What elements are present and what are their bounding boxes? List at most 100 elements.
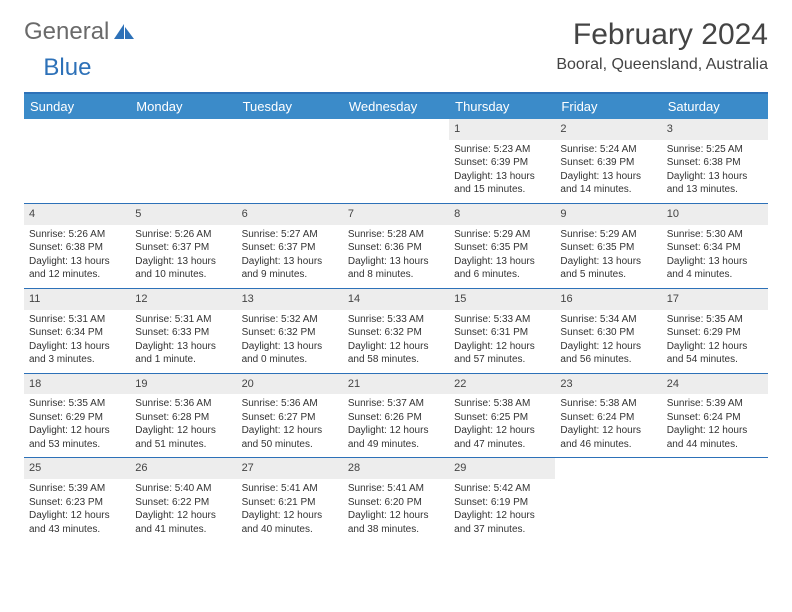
day-number: 11 xyxy=(24,289,130,310)
sunrise-text: Sunrise: 5:27 AM xyxy=(242,228,338,242)
logo-text-2: Blue xyxy=(43,54,91,82)
day-number: 17 xyxy=(662,289,768,310)
daylight-text: Daylight: 12 hours and 40 minutes. xyxy=(242,509,338,536)
day-number: 21 xyxy=(343,374,449,395)
day-number: 28 xyxy=(343,458,449,479)
sunset-text: Sunset: 6:34 PM xyxy=(29,326,125,340)
day-name: Thursday xyxy=(449,94,555,119)
day-details: Sunrise: 5:38 AMSunset: 6:24 PMDaylight:… xyxy=(555,394,661,457)
sunset-text: Sunset: 6:39 PM xyxy=(454,156,550,170)
sunset-text: Sunset: 6:39 PM xyxy=(560,156,656,170)
day-name: Sunday xyxy=(24,94,130,119)
day-name: Tuesday xyxy=(237,94,343,119)
calendar-cell: 19Sunrise: 5:36 AMSunset: 6:28 PMDayligh… xyxy=(130,374,236,458)
calendar-cell: 20Sunrise: 5:36 AMSunset: 6:27 PMDayligh… xyxy=(237,374,343,458)
logo: General xyxy=(24,18,137,46)
daylight-text: Daylight: 12 hours and 38 minutes. xyxy=(348,509,444,536)
sunset-text: Sunset: 6:29 PM xyxy=(29,411,125,425)
daylight-text: Daylight: 13 hours and 0 minutes. xyxy=(242,340,338,367)
day-details: Sunrise: 5:39 AMSunset: 6:23 PMDaylight:… xyxy=(24,479,130,542)
sunrise-text: Sunrise: 5:38 AM xyxy=(560,397,656,411)
day-number: 5 xyxy=(130,204,236,225)
sunrise-text: Sunrise: 5:33 AM xyxy=(454,313,550,327)
day-details: Sunrise: 5:29 AMSunset: 6:35 PMDaylight:… xyxy=(449,225,555,288)
daylight-text: Daylight: 13 hours and 10 minutes. xyxy=(135,255,231,282)
daylight-text: Daylight: 12 hours and 44 minutes. xyxy=(667,424,763,451)
calendar-week: 1Sunrise: 5:23 AMSunset: 6:39 PMDaylight… xyxy=(24,119,768,204)
daylight-text: Daylight: 13 hours and 1 minute. xyxy=(135,340,231,367)
daylight-text: Daylight: 13 hours and 4 minutes. xyxy=(667,255,763,282)
daylight-text: Daylight: 12 hours and 53 minutes. xyxy=(29,424,125,451)
sunset-text: Sunset: 6:20 PM xyxy=(348,496,444,510)
calendar-week: 18Sunrise: 5:35 AMSunset: 6:29 PMDayligh… xyxy=(24,374,768,459)
day-details: Sunrise: 5:33 AMSunset: 6:31 PMDaylight:… xyxy=(449,310,555,373)
day-number: 25 xyxy=(24,458,130,479)
day-number xyxy=(343,119,449,140)
daylight-text: Daylight: 12 hours and 54 minutes. xyxy=(667,340,763,367)
day-number: 26 xyxy=(130,458,236,479)
title-block: February 2024 Booral, Queensland, Austra… xyxy=(556,18,768,74)
calendar-cell: 12Sunrise: 5:31 AMSunset: 6:33 PMDayligh… xyxy=(130,289,236,373)
day-details: Sunrise: 5:33 AMSunset: 6:32 PMDaylight:… xyxy=(343,310,449,373)
calendar-cell: 9Sunrise: 5:29 AMSunset: 6:35 PMDaylight… xyxy=(555,204,661,288)
calendar-cell: 24Sunrise: 5:39 AMSunset: 6:24 PMDayligh… xyxy=(662,374,768,458)
day-details: Sunrise: 5:31 AMSunset: 6:34 PMDaylight:… xyxy=(24,310,130,373)
sunset-text: Sunset: 6:27 PM xyxy=(242,411,338,425)
calendar-cell: 11Sunrise: 5:31 AMSunset: 6:34 PMDayligh… xyxy=(24,289,130,373)
sunset-text: Sunset: 6:31 PM xyxy=(454,326,550,340)
day-details: Sunrise: 5:29 AMSunset: 6:35 PMDaylight:… xyxy=(555,225,661,288)
day-details: Sunrise: 5:30 AMSunset: 6:34 PMDaylight:… xyxy=(662,225,768,288)
sunset-text: Sunset: 6:30 PM xyxy=(560,326,656,340)
sunrise-text: Sunrise: 5:36 AM xyxy=(242,397,338,411)
sunset-text: Sunset: 6:38 PM xyxy=(29,241,125,255)
sunset-text: Sunset: 6:29 PM xyxy=(667,326,763,340)
month-title: February 2024 xyxy=(556,18,768,52)
day-details: Sunrise: 5:35 AMSunset: 6:29 PMDaylight:… xyxy=(662,310,768,373)
day-number: 10 xyxy=(662,204,768,225)
day-number: 12 xyxy=(130,289,236,310)
calendar-cell: 7Sunrise: 5:28 AMSunset: 6:36 PMDaylight… xyxy=(343,204,449,288)
daylight-text: Daylight: 13 hours and 9 minutes. xyxy=(242,255,338,282)
day-details: Sunrise: 5:26 AMSunset: 6:37 PMDaylight:… xyxy=(130,225,236,288)
day-name: Saturday xyxy=(662,94,768,119)
calendar-cell: 26Sunrise: 5:40 AMSunset: 6:22 PMDayligh… xyxy=(130,458,236,542)
day-number: 4 xyxy=(24,204,130,225)
day-number: 18 xyxy=(24,374,130,395)
daylight-text: Daylight: 12 hours and 51 minutes. xyxy=(135,424,231,451)
daylight-text: Daylight: 13 hours and 6 minutes. xyxy=(454,255,550,282)
day-number: 19 xyxy=(130,374,236,395)
day-number xyxy=(130,119,236,140)
sunset-text: Sunset: 6:23 PM xyxy=(29,496,125,510)
calendar-week: 4Sunrise: 5:26 AMSunset: 6:38 PMDaylight… xyxy=(24,204,768,289)
day-details: Sunrise: 5:35 AMSunset: 6:29 PMDaylight:… xyxy=(24,394,130,457)
sunset-text: Sunset: 6:21 PM xyxy=(242,496,338,510)
daylight-text: Daylight: 13 hours and 8 minutes. xyxy=(348,255,444,282)
sunset-text: Sunset: 6:35 PM xyxy=(454,241,550,255)
day-details: Sunrise: 5:23 AMSunset: 6:39 PMDaylight:… xyxy=(449,140,555,203)
daylight-text: Daylight: 13 hours and 14 minutes. xyxy=(560,170,656,197)
sunrise-text: Sunrise: 5:28 AM xyxy=(348,228,444,242)
day-details: Sunrise: 5:34 AMSunset: 6:30 PMDaylight:… xyxy=(555,310,661,373)
daylight-text: Daylight: 12 hours and 37 minutes. xyxy=(454,509,550,536)
daylight-text: Daylight: 13 hours and 12 minutes. xyxy=(29,255,125,282)
sunrise-text: Sunrise: 5:42 AM xyxy=(454,482,550,496)
sunrise-text: Sunrise: 5:41 AM xyxy=(242,482,338,496)
calendar-week: 11Sunrise: 5:31 AMSunset: 6:34 PMDayligh… xyxy=(24,289,768,374)
sunset-text: Sunset: 6:22 PM xyxy=(135,496,231,510)
sunrise-text: Sunrise: 5:41 AM xyxy=(348,482,444,496)
day-number: 3 xyxy=(662,119,768,140)
daylight-text: Daylight: 12 hours and 43 minutes. xyxy=(29,509,125,536)
calendar-cell: 5Sunrise: 5:26 AMSunset: 6:37 PMDaylight… xyxy=(130,204,236,288)
sunset-text: Sunset: 6:38 PM xyxy=(667,156,763,170)
day-number: 29 xyxy=(449,458,555,479)
sunrise-text: Sunrise: 5:26 AM xyxy=(29,228,125,242)
sunset-text: Sunset: 6:32 PM xyxy=(242,326,338,340)
daylight-text: Daylight: 13 hours and 5 minutes. xyxy=(560,255,656,282)
day-details: Sunrise: 5:36 AMSunset: 6:27 PMDaylight:… xyxy=(237,394,343,457)
calendar-cell xyxy=(237,119,343,203)
sunrise-text: Sunrise: 5:29 AM xyxy=(454,228,550,242)
calendar-cell: 27Sunrise: 5:41 AMSunset: 6:21 PMDayligh… xyxy=(237,458,343,542)
day-details: Sunrise: 5:41 AMSunset: 6:20 PMDaylight:… xyxy=(343,479,449,542)
calendar-cell: 3Sunrise: 5:25 AMSunset: 6:38 PMDaylight… xyxy=(662,119,768,203)
day-details: Sunrise: 5:24 AMSunset: 6:39 PMDaylight:… xyxy=(555,140,661,203)
